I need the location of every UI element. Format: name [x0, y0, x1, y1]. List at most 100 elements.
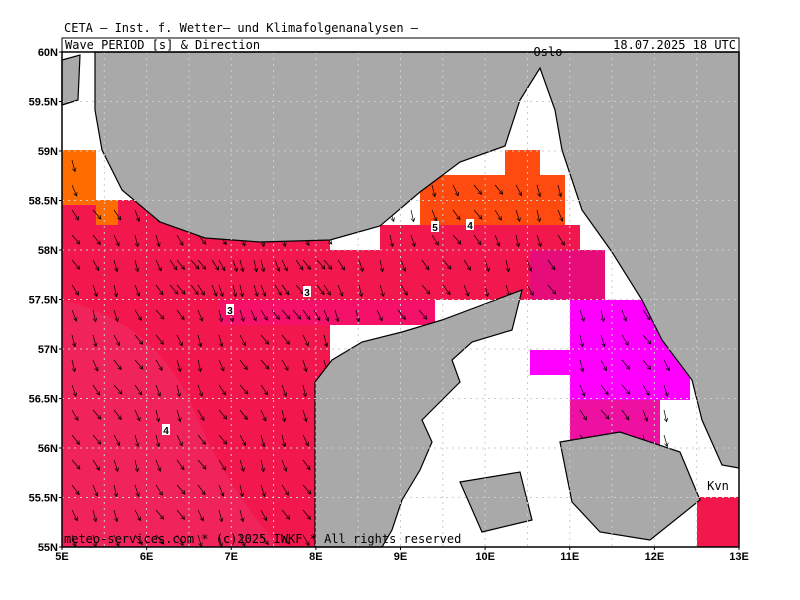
arrow: [197, 284, 205, 296]
arrow: [515, 234, 521, 248]
place-label: Oslo: [534, 45, 563, 59]
contour-label: 3: [304, 288, 310, 299]
lat-label: 58N: [38, 245, 58, 257]
arrow: [239, 259, 245, 273]
arrow: [292, 309, 302, 320]
arrow: [218, 434, 228, 445]
lat-label: 59N: [38, 146, 58, 158]
funen: [459, 471, 533, 533]
arrow: [431, 184, 437, 198]
island: [61, 54, 81, 106]
arrow: [176, 509, 185, 520]
arrow: [642, 334, 652, 345]
arrow: [134, 534, 143, 546]
arrow: [71, 284, 79, 296]
arrow: [621, 359, 631, 370]
arrow: [71, 159, 77, 173]
arrow: [316, 259, 326, 270]
arrow: [526, 259, 533, 272]
arrow: [176, 259, 185, 270]
arrow: [176, 384, 182, 398]
arrow: [113, 434, 121, 447]
arrow: [642, 409, 649, 422]
period-area: [505, 150, 540, 175]
arrow: [176, 284, 186, 295]
arrow: [134, 509, 142, 522]
arrow: [176, 534, 184, 546]
arrow: [323, 334, 329, 348]
arrow: [389, 234, 395, 248]
arrow: [302, 509, 311, 520]
arrow: [71, 309, 78, 322]
arrow: [92, 284, 98, 298]
arrow: [155, 234, 161, 248]
arrow: [155, 409, 161, 423]
arrow: [281, 334, 290, 345]
arrow: [197, 509, 204, 522]
arrow: [260, 309, 268, 321]
lat-label: 60N: [38, 47, 58, 59]
arrow: [218, 359, 225, 372]
arrow: [463, 284, 470, 297]
arrow: [621, 409, 630, 421]
arrow: [218, 509, 224, 523]
arrow: [218, 334, 224, 348]
arrow: [239, 334, 247, 347]
lat-label: 58.5N: [29, 196, 58, 208]
arrow: [281, 459, 288, 472]
arrow: [113, 359, 122, 371]
arrow: [421, 284, 431, 295]
arrow: [642, 384, 650, 396]
arrow: [197, 484, 206, 496]
period-area: [96, 200, 118, 225]
arrow: [134, 409, 141, 422]
arrow: [452, 234, 462, 245]
plot-area: 5 4 3 3 4: [61, 51, 740, 548]
arrow: [92, 359, 99, 372]
arrow: [71, 184, 78, 197]
lon-label: 12E: [645, 551, 665, 563]
contour-label-bg: [466, 219, 474, 230]
arrow: [155, 484, 163, 496]
lat-label: 57.5N: [29, 295, 58, 307]
arrow: [473, 184, 482, 195]
arrow: [600, 334, 606, 348]
lon-label: 8E: [309, 551, 322, 563]
arrow: [642, 359, 652, 370]
arrow: [400, 284, 408, 296]
arrow: [92, 384, 101, 396]
arrow: [155, 359, 163, 371]
arrow: [134, 334, 144, 345]
arrow: [505, 259, 511, 273]
arrow: [71, 209, 80, 221]
arrow: [295, 259, 304, 271]
direction-arrows: [71, 159, 673, 548]
arrow: [92, 409, 102, 420]
arrow: [431, 234, 439, 246]
institute: CETA – Inst. f. Wetter– und Klimafolgena…: [64, 21, 419, 35]
arrow: [92, 234, 101, 246]
arrow: [71, 234, 81, 245]
arrow: [71, 334, 77, 348]
arrow: [197, 259, 207, 270]
arrow: [134, 484, 140, 498]
arrow: [515, 184, 523, 197]
arrow: [600, 409, 610, 420]
lat-label: 56N: [38, 443, 58, 455]
arrow: [302, 384, 308, 398]
arrow: [169, 284, 179, 295]
arrow: [155, 434, 161, 448]
arrow: [239, 384, 249, 395]
jutland: [314, 289, 523, 548]
arrow: [313, 309, 321, 322]
arrow: [92, 209, 102, 220]
arrow: [260, 284, 267, 297]
arrow: [155, 384, 162, 397]
arrow: [494, 234, 501, 247]
arrow: [113, 484, 119, 498]
period-area: [697, 497, 739, 547]
arrow: [302, 484, 312, 495]
arrow: [442, 284, 451, 296]
arrow: [113, 409, 122, 421]
contour-label-bg: [431, 221, 439, 232]
